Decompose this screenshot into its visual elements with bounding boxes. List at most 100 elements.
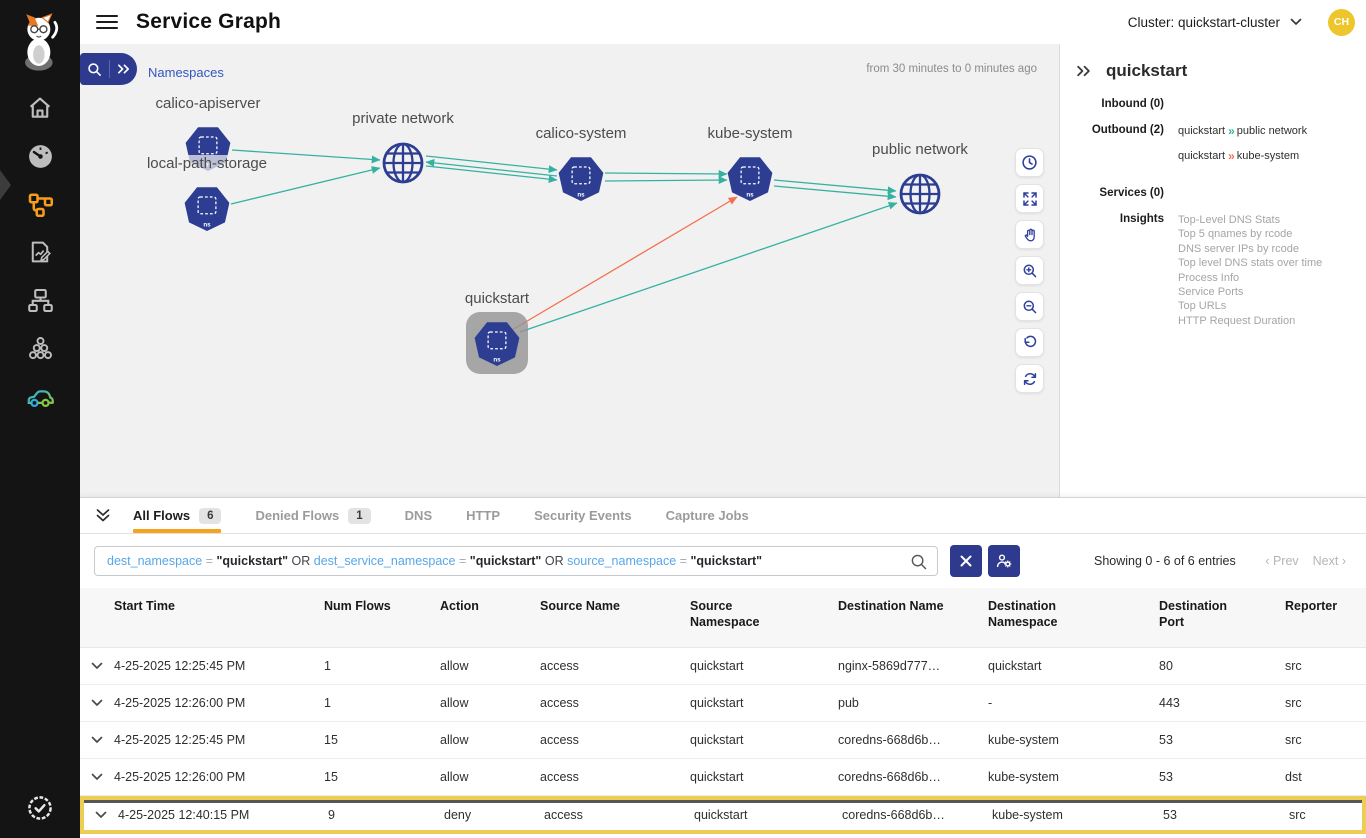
filter-token-field: source_namespace	[567, 554, 677, 568]
flow-filter-input[interactable]: dest_namespace = "quickstart" OR dest_se…	[94, 546, 938, 576]
graph-node-kube-system[interactable]: ns	[727, 155, 773, 201]
graph-toolbar	[1015, 148, 1044, 393]
calico-cat-logo	[17, 8, 63, 78]
cluster-selector-label: Cluster: quickstart-cluster	[1127, 14, 1280, 30]
table-cell: kube-system	[988, 733, 1059, 747]
graph-edge[interactable]	[230, 166, 381, 205]
flow-table-row[interactable]: 4-25-2025 12:25:45 PM 1 allow access quickst…	[80, 648, 1366, 685]
tab-http[interactable]: HTTP	[466, 508, 501, 523]
double-chevron-right-icon	[118, 64, 129, 74]
sidebar-item-home[interactable]	[23, 92, 57, 124]
insight-link[interactable]: HTTP Request Duration	[1178, 314, 1296, 327]
insight-link[interactable]: Service Ports	[1178, 286, 1244, 299]
sidebar-item-calico-car[interactable]	[23, 380, 57, 412]
user-settings-button[interactable]	[988, 545, 1020, 577]
outbound-flow-entry[interactable]: quickstart» public network	[1178, 124, 1308, 138]
insight-link[interactable]: Process Info	[1178, 271, 1240, 284]
sidebar-item-networksets[interactable]	[23, 284, 57, 316]
graph-edge[interactable]	[511, 196, 738, 331]
column-header[interactable]: Action	[440, 599, 479, 613]
column-header[interactable]: Num Flows	[324, 599, 391, 613]
row-expand-icon[interactable]	[80, 699, 114, 707]
row-expand-icon[interactable]	[80, 736, 114, 744]
graph-edge[interactable]	[773, 179, 897, 195]
insight-link[interactable]: Top URLs	[1178, 300, 1227, 313]
graph-node-local-path-storage[interactable]: ns	[184, 185, 230, 231]
column-header[interactable]: Destination Name	[838, 599, 944, 613]
graph-edge[interactable]	[425, 165, 558, 183]
graph-edge[interactable]	[604, 170, 728, 178]
graph-node-quickstart[interactable]: ns	[474, 320, 520, 366]
graph-node-public-network[interactable]	[897, 171, 943, 217]
user-gear-icon	[996, 554, 1012, 568]
avatar[interactable]: CH	[1328, 8, 1355, 36]
tab-security-events[interactable]: Security Events	[534, 508, 632, 523]
column-header[interactable]: Destination Port	[1159, 599, 1228, 629]
flow-table-row[interactable]: 4-25-2025 12:25:45 PM 15 allow access quicks…	[80, 722, 1366, 759]
selected-node-title: quickstart	[1106, 61, 1188, 80]
table-cell: dst	[1285, 770, 1302, 784]
refresh-button[interactable]	[1015, 364, 1044, 393]
clear-filter-button[interactable]	[950, 545, 982, 577]
graph-node-label: calico-system	[532, 125, 630, 142]
service-graph-canvas[interactable]: ns calico-apiserver ns local-path-storag…	[80, 44, 1060, 497]
prev-page-button[interactable]: ‹ Prev	[1265, 554, 1299, 568]
column-header[interactable]: Start Time	[114, 599, 175, 613]
time-settings-button[interactable]	[1015, 148, 1044, 177]
collapse-panel-icon[interactable]	[1076, 64, 1091, 78]
fit-screen-button[interactable]	[1015, 184, 1044, 213]
graph-edges	[230, 149, 898, 333]
column-header[interactable]: Source Name	[540, 599, 620, 613]
next-page-button[interactable]: Next ›	[1312, 554, 1346, 568]
zoom-in-button[interactable]	[1015, 256, 1044, 285]
sidebar-item-compliance-badge[interactable]	[23, 792, 57, 824]
graph-edge[interactable]	[425, 155, 558, 173]
cluster-selector[interactable]: Cluster: quickstart-cluster	[1128, 15, 1302, 30]
graph-node-calico-system[interactable]: ns	[558, 155, 604, 201]
search-icon[interactable]	[910, 553, 928, 571]
collapse-flows-icon[interactable]	[90, 503, 116, 529]
insight-link[interactable]: DNS server IPs by rcode	[1178, 242, 1300, 255]
graph-edge[interactable]	[773, 185, 897, 201]
undo-button[interactable]	[1015, 328, 1044, 357]
outbound-flow-entry[interactable]: quickstart» kube-system	[1178, 149, 1300, 163]
view-selector-namespaces[interactable]: Namespaces	[148, 65, 224, 80]
graph-node-private-network[interactable]	[380, 140, 426, 186]
sidebar-item-reports[interactable]	[23, 236, 57, 268]
row-expand-icon[interactable]	[84, 811, 118, 819]
table-cell: quickstart	[690, 770, 744, 784]
flow-table-row[interactable]: 4-25-2025 12:26:00 PM 15 allow access quicks…	[80, 759, 1366, 796]
graph-node-label: quickstart	[461, 290, 533, 307]
tab-denied-flows[interactable]: Denied Flows 1	[238, 498, 387, 533]
tab-capture-jobs[interactable]: Capture Jobs	[665, 508, 749, 523]
table-cell: 9	[328, 808, 335, 822]
row-expand-icon[interactable]	[80, 773, 114, 781]
sidebar-item-dashboard[interactable]	[23, 140, 57, 172]
table-cell: quickstart	[690, 696, 744, 710]
filter-token-value: "quickstart"	[216, 554, 289, 568]
zoom-out-button[interactable]	[1015, 292, 1044, 321]
column-header[interactable]: Reporter	[1285, 599, 1338, 613]
flow-table-row[interactable]: 4-25-2025 12:40:15 PM 9 deny access quicksta…	[80, 796, 1366, 834]
flow-table-row[interactable]: 4-25-2025 12:26:00 PM 1 allow access quickst…	[80, 685, 1366, 722]
insight-link[interactable]: Top 5 qnames by rcode	[1178, 228, 1293, 241]
pan-hand-button[interactable]	[1015, 220, 1044, 249]
column-header[interactable]: Destination Namespace	[988, 599, 1058, 629]
menu-icon[interactable]	[96, 11, 118, 33]
graph-edge[interactable]	[231, 149, 381, 164]
graph-edge[interactable]	[519, 201, 898, 333]
sidebar-item-clusters[interactable]	[23, 332, 57, 364]
row-expand-icon[interactable]	[80, 662, 114, 670]
column-header[interactable]: Source Namespace	[690, 599, 760, 629]
filter-token-value: "quickstart"	[690, 554, 763, 568]
tab-all-flows[interactable]: All Flows 6	[116, 498, 238, 533]
insight-link[interactable]: Top level DNS stats over time	[1178, 257, 1323, 270]
graph-search-pill[interactable]	[80, 53, 137, 85]
graph-edge[interactable]	[604, 176, 728, 184]
table-cell: kube-system	[988, 770, 1059, 784]
sidebar-item-service-graph[interactable]	[23, 188, 57, 220]
tab-dns[interactable]: DNS	[404, 508, 433, 523]
graph-edge[interactable]	[425, 159, 558, 177]
insight-link[interactable]: Top-Level DNS Stats	[1178, 214, 1281, 226]
table-cell: 53	[1159, 770, 1173, 784]
